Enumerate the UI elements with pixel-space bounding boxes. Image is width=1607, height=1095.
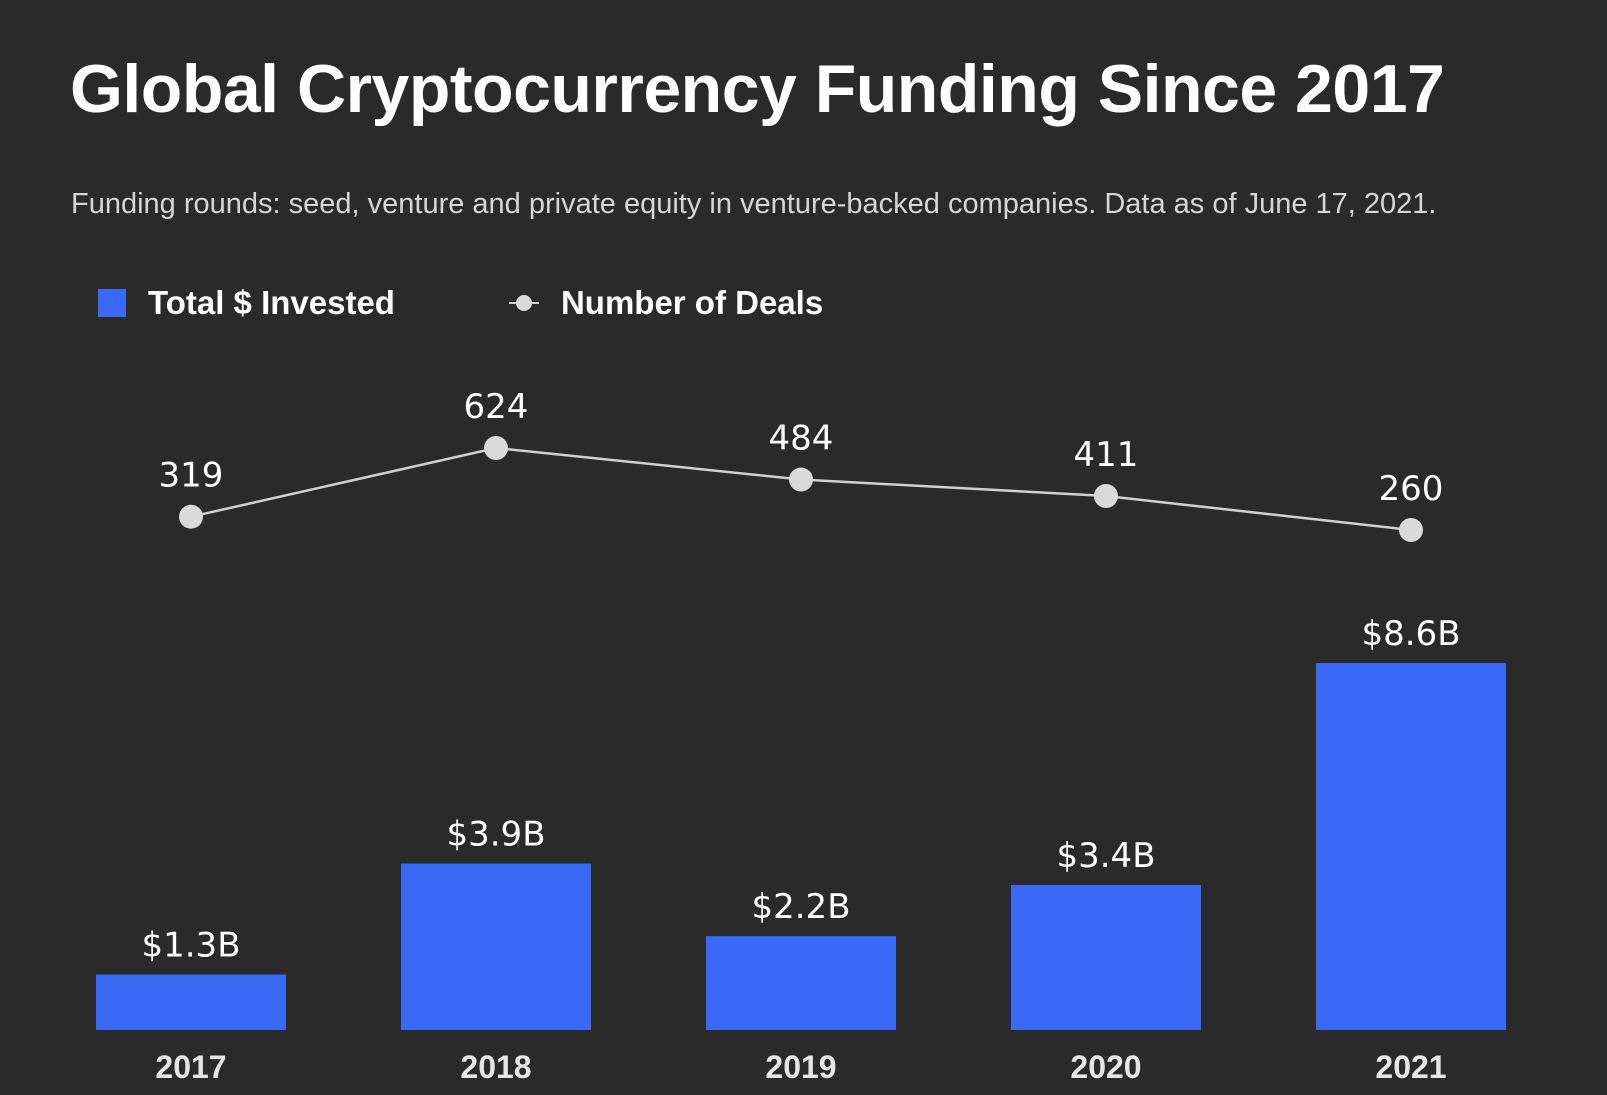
- chart-title: Global Cryptocurrency Funding Since 2017: [70, 51, 1445, 127]
- deals-value-label-2018: 624: [464, 387, 529, 427]
- bar-2019: [706, 936, 896, 1030]
- bar-value-label-2017: $1.3B: [141, 926, 240, 966]
- bar-value-label-2018: $3.9B: [446, 815, 545, 855]
- deals-point-2019: [789, 467, 813, 492]
- legend-line-marker-icon: [508, 295, 539, 311]
- deals-value-label-2019: 484: [769, 419, 834, 459]
- x-tick-label-2018: 2018: [460, 1049, 531, 1085]
- deals-point-2017: [179, 504, 203, 529]
- x-tick-label-2017: 2017: [155, 1049, 226, 1085]
- bar-value-label-2021: $8.6B: [1361, 614, 1460, 654]
- deals-point-2021: [1399, 518, 1423, 542]
- chart-subtitle: Funding rounds: seed, venture and privat…: [71, 188, 1437, 220]
- legend: Total $ Invested Number of Deals: [98, 278, 823, 328]
- legend-bar-swatch: [98, 289, 126, 317]
- legend-item-number-of-deals: Number of Deals: [508, 284, 824, 322]
- deals-value-label-2020: 411: [1074, 435, 1139, 475]
- legend-label-total-invested: Total $ Invested: [148, 284, 395, 321]
- bar-2021: [1316, 663, 1506, 1030]
- bar-2020: [1011, 884, 1201, 1030]
- bar-2017: [96, 974, 286, 1030]
- legend-item-total-invested: Total $ Invested: [98, 284, 395, 322]
- bar-value-label-2020: $3.4B: [1056, 836, 1155, 876]
- x-tick-label-2021: 2021: [1375, 1049, 1446, 1085]
- x-tick-label-2019: 2019: [765, 1049, 836, 1085]
- x-tick-label-2020: 2020: [1070, 1049, 1141, 1085]
- deals-point-2018: [484, 436, 508, 460]
- deals-value-label-2017: 319: [159, 456, 224, 496]
- bar-value-label-2019: $2.2B: [751, 887, 850, 927]
- deals-value-label-2021: 260: [1379, 469, 1444, 509]
- legend-label-number-of-deals: Number of Deals: [560, 284, 824, 321]
- deals-point-2020: [1094, 483, 1118, 508]
- bar-2018: [401, 863, 591, 1030]
